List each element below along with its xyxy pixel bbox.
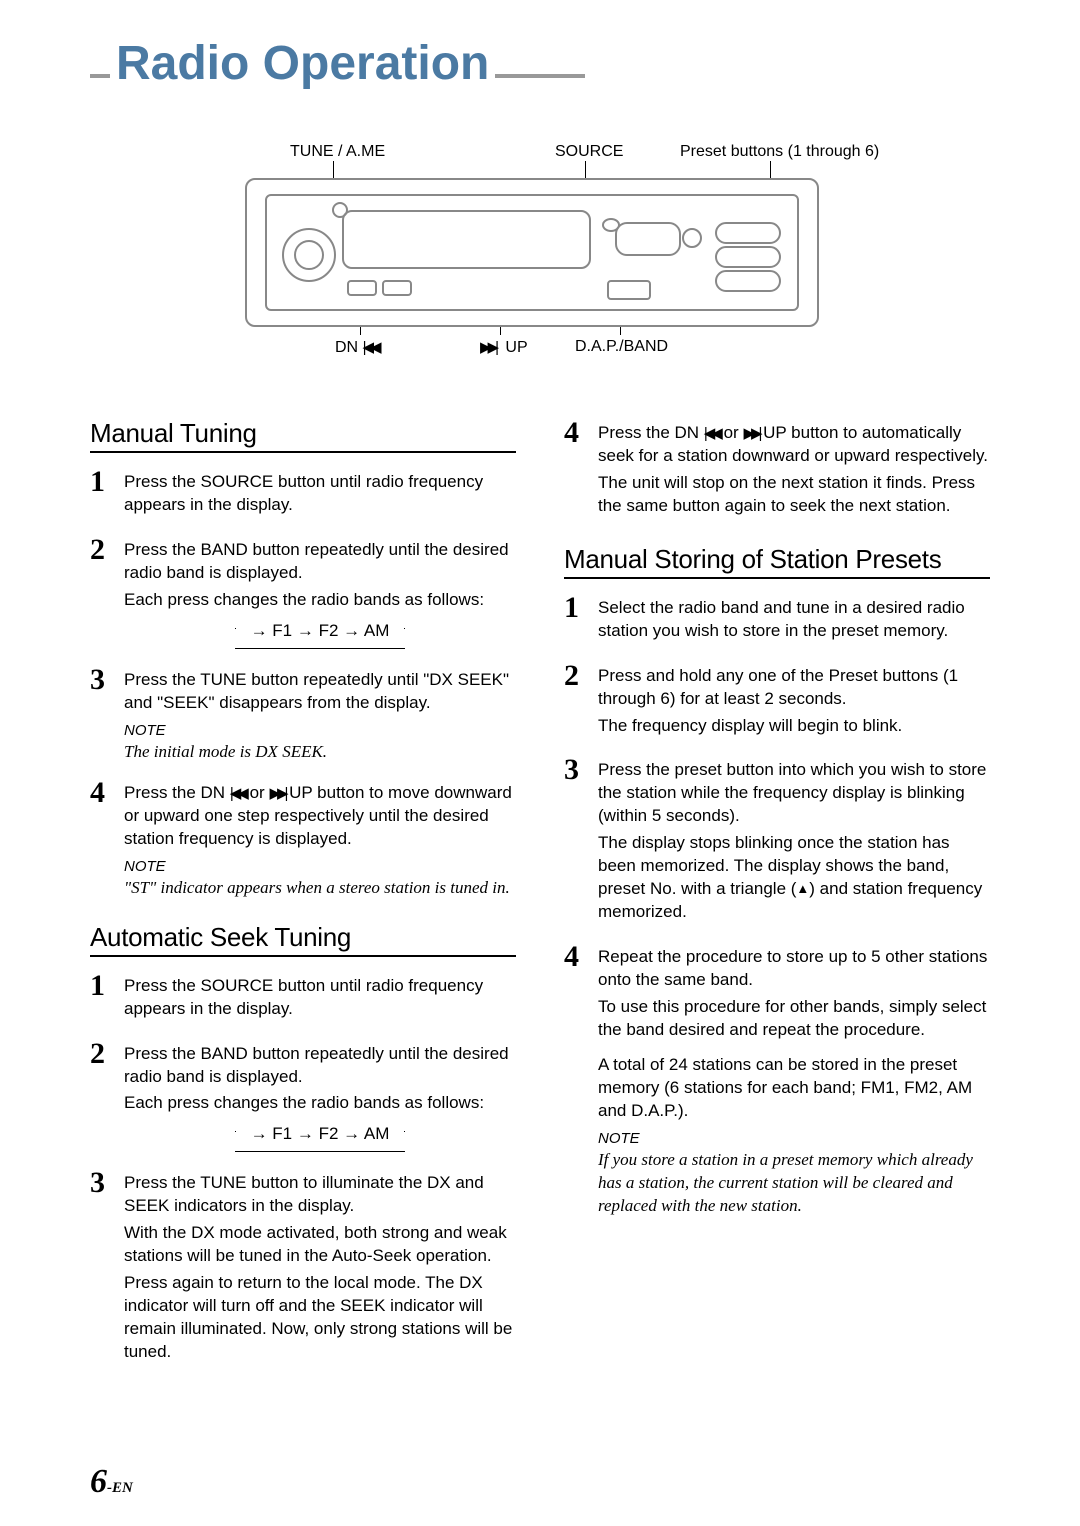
step-number: 4 xyxy=(564,942,598,972)
prev-icon: |◀◀ xyxy=(363,338,378,356)
as-s3c: Press again to return to the local mode.… xyxy=(124,1272,516,1364)
ms-s1: Select the radio band and tune in a desi… xyxy=(598,597,990,643)
note-label: NOTE xyxy=(598,1129,990,1149)
next-icon: ▶▶| xyxy=(269,784,284,804)
prev-icon: |◀◀ xyxy=(230,784,245,804)
step-number: 3 xyxy=(564,755,598,785)
heading-manual-tuning: Manual Tuning xyxy=(90,418,516,453)
triangle-icon: ▲ xyxy=(796,880,809,898)
page-lang: -EN xyxy=(107,1480,133,1496)
step-number: 1 xyxy=(564,593,598,623)
page-footer: 6-EN xyxy=(90,1463,133,1501)
page-number: 6 xyxy=(90,1463,107,1500)
page-title-bar: Radio Operation xyxy=(90,40,990,88)
step-number: 1 xyxy=(90,467,124,497)
label-presets: Preset buttons (1 through 6) xyxy=(680,143,879,161)
label-up-text: UP xyxy=(505,339,527,356)
ms-step3: 3 Press the preset button into which you… xyxy=(564,755,990,928)
label-source: SOURCE xyxy=(555,143,623,161)
as-step1: 1 Press the SOURCE button until radio fr… xyxy=(90,971,516,1025)
mt-step4: 4 Press the DN |◀◀ or ▶▶| UP button to m… xyxy=(90,778,516,900)
ms-s3a: Press the preset button into which you w… xyxy=(598,759,990,828)
ms-s2b: The frequency display will begin to blin… xyxy=(598,715,990,738)
mt-s4: Press the DN |◀◀ or ▶▶| UP button to mov… xyxy=(124,782,516,851)
title-rule-right xyxy=(495,74,585,78)
as-step3: 3 Press the TUNE button to illuminate th… xyxy=(90,1168,516,1368)
step-number: 4 xyxy=(564,418,598,448)
mt-step2: 2 Press the BAND button repeatedly until… xyxy=(90,535,516,651)
step-number: 3 xyxy=(90,1168,124,1198)
left-column: Manual Tuning 1 Press the SOURCE button … xyxy=(90,418,516,1368)
step-number: 2 xyxy=(90,1039,124,1069)
label-dn-text: DN xyxy=(335,339,358,356)
cycle-text: F1 → F2 → AM xyxy=(272,621,389,640)
note-label: NOTE xyxy=(124,857,516,877)
as-s2a: Press the BAND button repeatedly until t… xyxy=(124,1043,516,1089)
label-tune: TUNE / A.ME xyxy=(290,143,385,161)
as-s3a: Press the TUNE button to illuminate the … xyxy=(124,1172,516,1218)
note-label: NOTE xyxy=(124,721,516,741)
label-dn: DN |◀◀ xyxy=(335,338,378,357)
cycle-text: F1 → F2 → AM xyxy=(272,1124,389,1143)
right-column: 4 Press the DN |◀◀ or ▶▶| UP button to a… xyxy=(564,418,990,1368)
ms-s4c: A total of 24 stations can be stored in … xyxy=(598,1054,990,1123)
band-cycle: → F1 → F2 → AM xyxy=(124,1121,516,1148)
as-s3b: With the DX mode activated, both strong … xyxy=(124,1222,516,1268)
mt-s4-note: "ST" indicator appears when a stereo sta… xyxy=(124,877,516,900)
mt-s2a: Press the BAND button repeatedly until t… xyxy=(124,539,516,585)
ms-s3b: The display stops blinking once the stat… xyxy=(598,832,990,924)
as-s1: Press the SOURCE button until radio freq… xyxy=(124,975,516,1021)
step-number: 4 xyxy=(90,778,124,808)
label-up: ▶▶| UP xyxy=(480,338,528,357)
step-number: 3 xyxy=(90,665,124,695)
label-dap: D.A.P./BAND xyxy=(575,338,668,356)
ms-s4a: Repeat the procedure to store up to 5 ot… xyxy=(598,946,990,992)
band-cycle: → F1 → F2 → AM xyxy=(124,618,516,645)
step-number: 1 xyxy=(90,971,124,1001)
as-s4a: Press the DN |◀◀ or ▶▶| UP button to aut… xyxy=(598,422,990,468)
mt-s3-note: The initial mode is DX SEEK. xyxy=(124,741,516,764)
mt-s2b: Each press changes the radio bands as fo… xyxy=(124,589,516,612)
mt-step3: 3 Press the TUNE button repeatedly until… xyxy=(90,665,516,764)
as-step2: 2 Press the BAND button repeatedly until… xyxy=(90,1039,516,1155)
mt-s3: Press the TUNE button repeatedly until "… xyxy=(124,669,516,715)
radio-unit-outline xyxy=(245,178,819,327)
step-number: 2 xyxy=(564,661,598,691)
ms-step2: 2 Press and hold any one of the Preset b… xyxy=(564,661,990,742)
as-s2b: Each press changes the radio bands as fo… xyxy=(124,1092,516,1115)
mt-step1: 1 Press the SOURCE button until radio fr… xyxy=(90,467,516,521)
next-icon: ▶▶| xyxy=(480,338,495,356)
title-rule-left xyxy=(90,74,110,78)
prev-icon: |◀◀ xyxy=(704,424,719,444)
ms-s4b: To use this procedure for other bands, s… xyxy=(598,996,990,1042)
device-diagram: TUNE / A.ME SOURCE Preset buttons (1 thr… xyxy=(160,143,920,373)
ms-s4-note: If you store a station in a preset memor… xyxy=(598,1149,990,1218)
step-number: 2 xyxy=(90,535,124,565)
ms-s2a: Press and hold any one of the Preset but… xyxy=(598,665,990,711)
as-step4: 4 Press the DN |◀◀ or ▶▶| UP button to a… xyxy=(564,418,990,522)
mt-s1: Press the SOURCE button until radio freq… xyxy=(124,471,516,517)
next-icon: ▶▶| xyxy=(743,424,758,444)
heading-auto-seek: Automatic Seek Tuning xyxy=(90,922,516,957)
ms-step4: 4 Repeat the procedure to store up to 5 … xyxy=(564,942,990,1218)
as-s4b: The unit will stop on the next station i… xyxy=(598,472,990,518)
heading-manual-store: Manual Storing of Station Presets xyxy=(564,544,990,579)
page-title: Radio Operation xyxy=(110,40,495,88)
ms-step1: 1 Select the radio band and tune in a de… xyxy=(564,593,990,647)
